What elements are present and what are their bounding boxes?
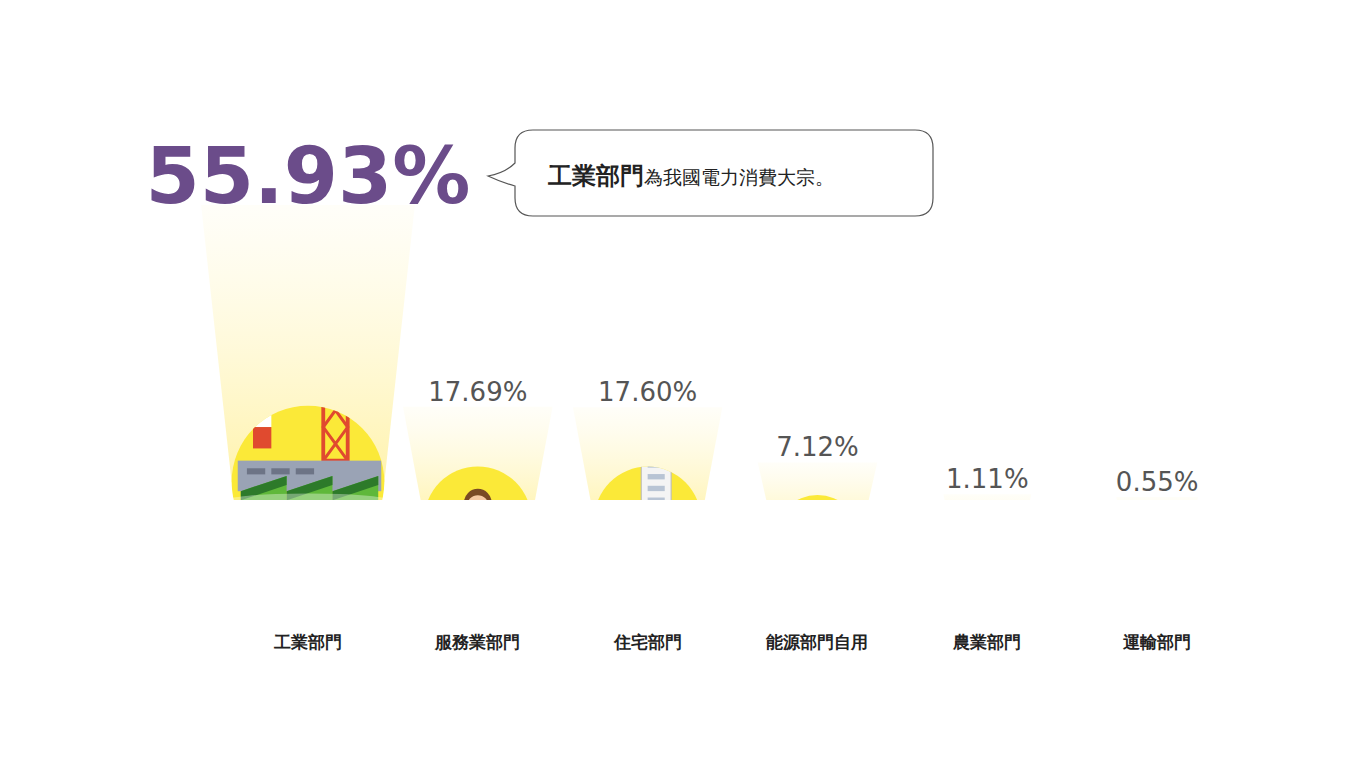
svg-text:1.11%: 1.11% bbox=[946, 464, 1029, 494]
svg-text:工業部門為我國電力消費大宗。: 工業部門為我國電力消費大宗。 bbox=[547, 162, 834, 190]
svg-text:55.93%: 55.93% bbox=[146, 131, 471, 221]
svg-text:能源部門自用: 能源部門自用 bbox=[766, 632, 868, 652]
svg-text:17.60%: 17.60% bbox=[598, 377, 697, 407]
svg-text:住宅部門: 住宅部門 bbox=[613, 632, 682, 652]
svg-text:服務業部門: 服務業部門 bbox=[434, 632, 520, 652]
svg-text:工業部門: 工業部門 bbox=[273, 632, 342, 652]
svg-text:17.69%: 17.69% bbox=[428, 377, 527, 407]
svg-text:0.55%: 0.55% bbox=[1116, 467, 1199, 497]
svg-text:農業部門: 農業部門 bbox=[952, 632, 1021, 652]
svg-text:7.12%: 7.12% bbox=[776, 432, 859, 462]
svg-text:運輸部門: 運輸部門 bbox=[1122, 632, 1191, 652]
